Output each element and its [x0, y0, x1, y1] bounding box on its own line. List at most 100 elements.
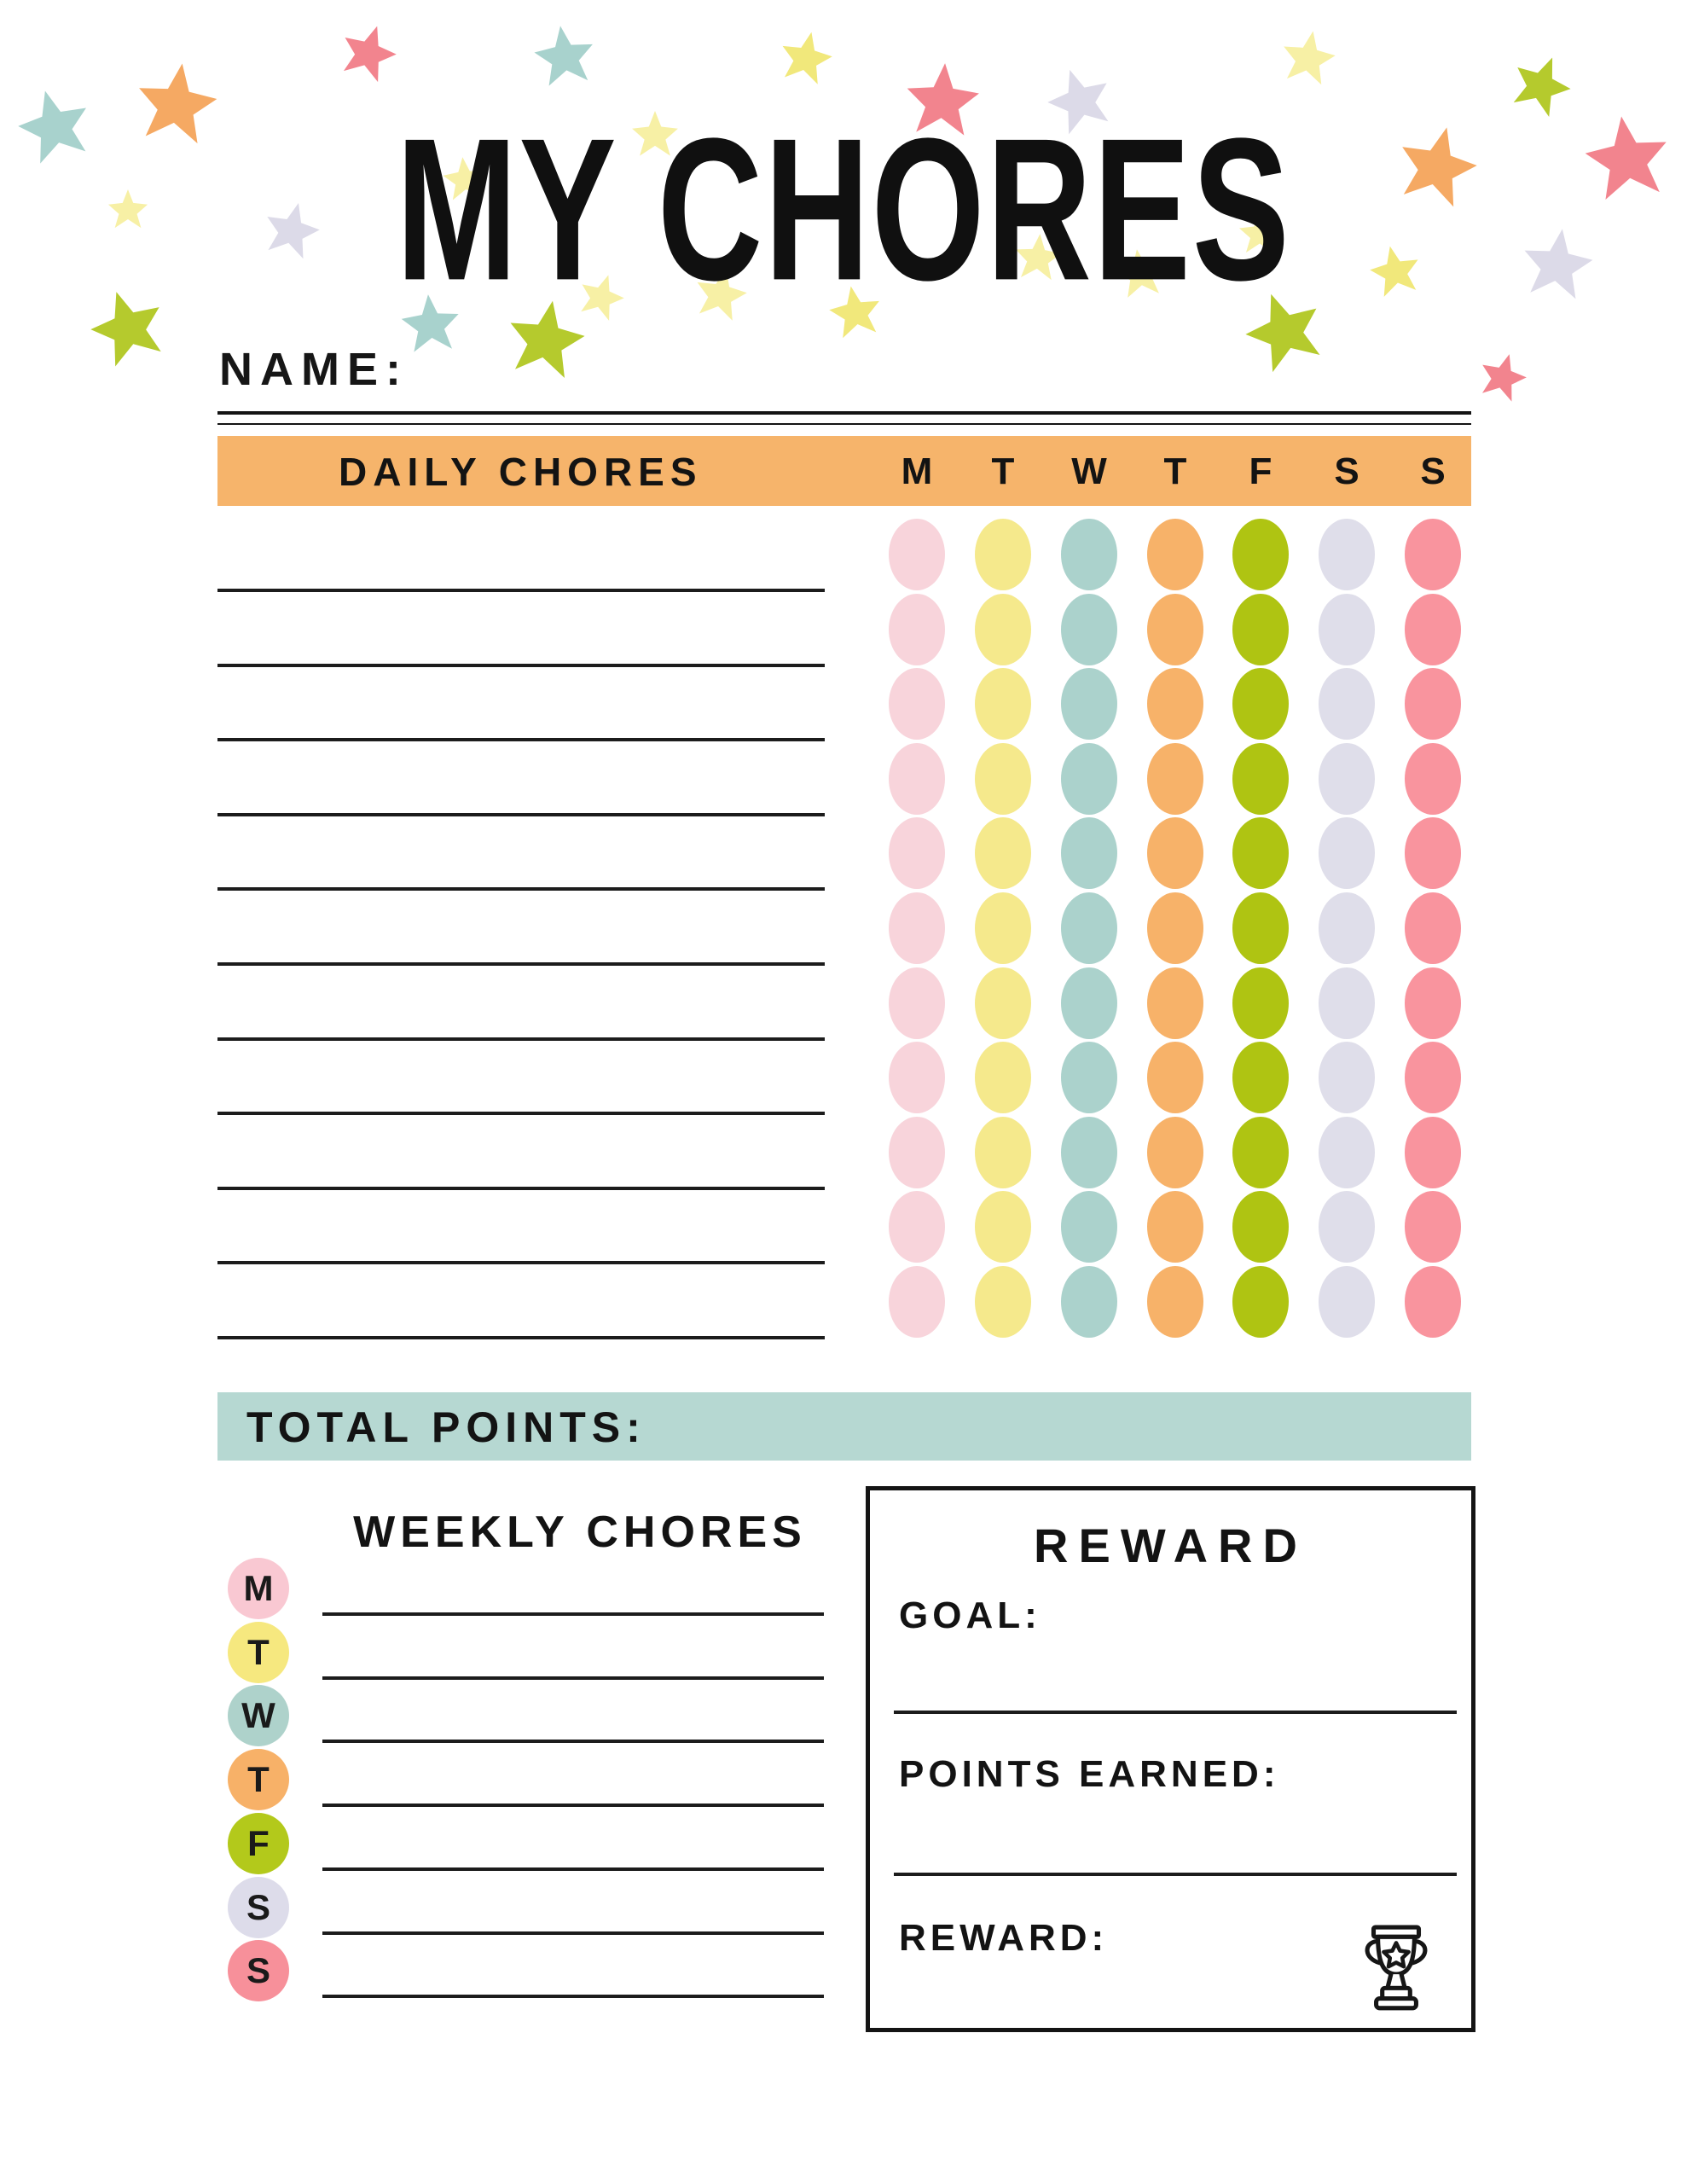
- points-write-line: [894, 1873, 1457, 1876]
- day-header-4: T: [1163, 450, 1187, 492]
- weekly-day-circle: M: [228, 1558, 289, 1619]
- day-header-1: M: [901, 450, 933, 492]
- day-dot: [1147, 668, 1203, 741]
- day-dot: [1232, 1116, 1289, 1188]
- day-dot: [1319, 1266, 1375, 1338]
- day-header-6: S: [1334, 450, 1359, 492]
- weekly-day-circle: T: [228, 1749, 289, 1811]
- day-dot: [1319, 1191, 1375, 1263]
- day-dot: [889, 593, 945, 665]
- name-write-line: [217, 411, 1471, 425]
- day-dot: [1405, 1266, 1461, 1338]
- points-earned-label: POINTS EARNED:: [899, 1753, 1280, 1795]
- weekly-chores-header: WEEKLY CHORES: [353, 1507, 807, 1557]
- daily-chore-write-line: [217, 1037, 825, 1041]
- day-dot: [1147, 742, 1203, 815]
- daily-chore-write-line: [217, 887, 825, 892]
- name-label: NAME:: [219, 344, 409, 395]
- day-dot: [1232, 668, 1289, 741]
- reward-header: REWARD: [1034, 1519, 1307, 1572]
- weekly-chore-write-line: [322, 1995, 824, 1999]
- day-dot: [1232, 817, 1289, 890]
- day-dot: [889, 668, 945, 741]
- goal-write-line: [894, 1711, 1457, 1714]
- daily-chore-write-line: [217, 1261, 825, 1265]
- day-dot: [975, 1042, 1031, 1114]
- goal-label: GOAL:: [899, 1594, 1041, 1636]
- day-dot: [889, 742, 945, 815]
- day-dot: [1061, 742, 1117, 815]
- day-dot: [1405, 892, 1461, 964]
- day-dot: [1147, 593, 1203, 665]
- day-dot: [1232, 519, 1289, 590]
- weekly-day-circle: W: [228, 1685, 289, 1747]
- daily-chores-header: DAILY CHORES: [339, 450, 703, 494]
- day-dot: [1232, 742, 1289, 815]
- weekly-day-circle: S: [228, 1876, 289, 1938]
- weekly-day-circle: F: [228, 1812, 289, 1874]
- daily-chore-write-line: [217, 1336, 825, 1339]
- day-dot: [1061, 1042, 1117, 1114]
- day-dot: [889, 1116, 945, 1188]
- day-dot: [1405, 1042, 1461, 1114]
- day-dot: [975, 892, 1031, 964]
- day-dot: [975, 1116, 1031, 1188]
- daily-chore-write-line: [217, 738, 825, 742]
- daily-chore-write-line: [217, 663, 825, 667]
- day-dot: [1232, 1266, 1289, 1338]
- day-dot: [1147, 892, 1203, 964]
- weekly-day-circle: T: [228, 1621, 289, 1683]
- day-dot: [975, 742, 1031, 815]
- day-dot: [975, 967, 1031, 1039]
- day-dot: [1405, 519, 1461, 590]
- day-dot: [1232, 967, 1289, 1039]
- day-dot: [975, 817, 1031, 890]
- day-dot: [1405, 742, 1461, 815]
- day-dot: [1319, 892, 1375, 964]
- day-dot: [1147, 817, 1203, 890]
- day-dot: [1061, 1266, 1117, 1338]
- daily-chore-write-line: [217, 589, 825, 592]
- day-dot: [1061, 1116, 1117, 1188]
- day-dot: [1232, 1191, 1289, 1263]
- reward-label: REWARD:: [899, 1917, 1109, 1959]
- day-dot: [1147, 519, 1203, 590]
- day-dot: [1405, 1191, 1461, 1263]
- day-dot: [1319, 519, 1375, 590]
- weekly-day-circle: S: [228, 1940, 289, 2002]
- day-dot: [1061, 668, 1117, 741]
- day-dot: [1147, 1042, 1203, 1114]
- day-dot: [975, 1191, 1031, 1263]
- weekly-chore-write-line: [322, 1931, 824, 1935]
- day-dot: [1147, 967, 1203, 1039]
- day-dot: [1061, 1191, 1117, 1263]
- day-header-3: W: [1071, 450, 1107, 492]
- day-dot: [1319, 668, 1375, 741]
- daily-chores-header-bar: DAILY CHORES M T W T F S S: [217, 436, 1471, 506]
- day-dot: [975, 668, 1031, 741]
- day-dot: [889, 892, 945, 964]
- day-dot: [1061, 817, 1117, 890]
- total-points-label: TOTAL POINTS:: [246, 1403, 646, 1451]
- weekly-chore-write-line: [322, 1612, 824, 1616]
- page-title: MY CHORES: [396, 96, 1291, 323]
- day-dot: [1061, 593, 1117, 665]
- day-header-5: F: [1249, 450, 1272, 492]
- day-dot: [1319, 967, 1375, 1039]
- daily-chore-write-line: [217, 1186, 825, 1190]
- reward-box: REWARD GOAL: POINTS EARNED: REWARD:: [866, 1486, 1475, 2032]
- day-dot: [889, 817, 945, 890]
- day-dot: [1061, 892, 1117, 964]
- day-dot: [1405, 817, 1461, 890]
- weekly-chore-write-line: [322, 1867, 824, 1871]
- day-dot: [1232, 892, 1289, 964]
- day-dot: [889, 519, 945, 590]
- day-header-7: S: [1420, 450, 1446, 492]
- daily-chore-write-line: [217, 812, 825, 816]
- day-dot: [975, 593, 1031, 665]
- day-dot: [889, 1191, 945, 1263]
- day-dot: [889, 967, 945, 1039]
- total-points-bar: TOTAL POINTS:: [217, 1392, 1471, 1461]
